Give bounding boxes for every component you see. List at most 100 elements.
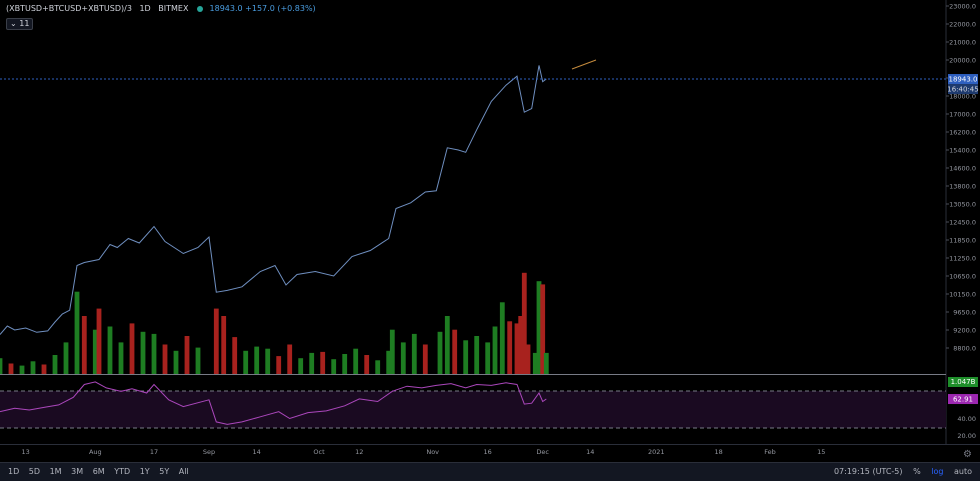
volume-bar bbox=[0, 358, 3, 374]
range-ytd-button[interactable]: YTD bbox=[114, 467, 131, 476]
volume-bar bbox=[444, 316, 450, 374]
log-toggle[interactable]: log bbox=[931, 467, 944, 476]
header-price: 18943.0 bbox=[209, 4, 243, 13]
volume-bar bbox=[400, 342, 406, 374]
range-1d-button[interactable]: 1D bbox=[8, 467, 20, 476]
price-scale-ticks: 23000.022000.021000.020000.019000.018000… bbox=[946, 3, 976, 353]
volume-bar bbox=[386, 350, 392, 374]
price-tick-label: 12450.0 bbox=[949, 219, 976, 227]
volume-bar bbox=[389, 329, 395, 374]
volume-bar bbox=[320, 351, 326, 374]
price-tick-label: 22000.0 bbox=[949, 21, 976, 29]
header-change: +157.0 (+0.83%) bbox=[245, 4, 316, 13]
volume-bar bbox=[107, 326, 113, 374]
volume-bar bbox=[353, 348, 359, 374]
time-axis-label: 16 bbox=[484, 448, 492, 456]
range-5d-button[interactable]: 5D bbox=[28, 467, 41, 476]
range-3m-button[interactable]: 3M bbox=[71, 467, 84, 476]
volume-bar bbox=[232, 337, 238, 374]
range-all-button[interactable]: All bbox=[178, 467, 189, 476]
price-tick-label: 15400.0 bbox=[949, 147, 976, 155]
price-tick-label: 11850.0 bbox=[949, 237, 976, 245]
rsi-line bbox=[0, 381, 547, 425]
time-axis-label: Feb bbox=[764, 448, 776, 456]
price-tick-label: 10650.0 bbox=[949, 273, 976, 281]
volume-bar bbox=[411, 333, 417, 374]
volume-bar bbox=[507, 321, 513, 374]
svg-text:62.91: 62.91 bbox=[953, 396, 973, 404]
range-5y-button[interactable]: 5Y bbox=[159, 467, 170, 476]
price-tick-label: 13050.0 bbox=[949, 201, 976, 209]
volume-bar bbox=[19, 365, 25, 374]
volume-bar bbox=[30, 361, 36, 374]
volume-bar bbox=[243, 350, 249, 374]
percent-toggle[interactable]: % bbox=[913, 467, 921, 476]
volume-bar bbox=[92, 329, 98, 374]
volume-bar bbox=[276, 356, 282, 374]
time-axis-label: 15 bbox=[817, 448, 825, 456]
auto-toggle[interactable]: auto bbox=[953, 467, 972, 476]
volume-bar bbox=[514, 323, 520, 374]
settings-gear-icon[interactable]: ⚙ bbox=[963, 449, 972, 460]
range-1y-button[interactable]: 1Y bbox=[139, 467, 150, 476]
bottom-toolbar: 1D 5D 1M 3M 6M YTD 1Y 5Y All 07:19:15 (U… bbox=[0, 462, 980, 481]
volume-bar bbox=[195, 347, 201, 374]
volume-bar bbox=[422, 344, 428, 374]
svg-text:18943.0: 18943.0 bbox=[949, 76, 978, 84]
date-range-buttons: 1D 5D 1M 3M 6M YTD 1Y 5Y All bbox=[8, 467, 196, 476]
volume-bar bbox=[437, 331, 443, 374]
volume-bar bbox=[287, 344, 293, 374]
time-axis-label: 2021 bbox=[648, 448, 665, 456]
volume-bar bbox=[118, 342, 124, 374]
volume-bar bbox=[518, 316, 524, 374]
volume-bar bbox=[342, 354, 348, 374]
price-tick-label: 9650.0 bbox=[953, 309, 976, 317]
volume-bar bbox=[221, 316, 227, 374]
volume-bar bbox=[265, 348, 271, 374]
symbol-name[interactable]: (XBTUSD+BTCUSD+XBTUSD)/3 bbox=[6, 4, 132, 13]
volume-bar bbox=[52, 355, 58, 374]
rsi-tick-label: 40.00 bbox=[957, 415, 976, 423]
svg-text:16:40:45: 16:40:45 bbox=[947, 86, 978, 94]
time-axis-label: Dec bbox=[536, 448, 549, 456]
volume-bar bbox=[162, 344, 168, 374]
market-status-icon bbox=[196, 5, 203, 12]
time-axis-label: 18 bbox=[715, 448, 723, 456]
price-tick-label: 9200.0 bbox=[953, 327, 976, 335]
volume-bar bbox=[521, 272, 527, 374]
volume-bar bbox=[331, 359, 337, 374]
volume-bars bbox=[0, 272, 549, 374]
price-tick-label: 11250.0 bbox=[949, 255, 976, 263]
rsi-value-badge: 62.91 bbox=[948, 394, 978, 405]
volume-bar bbox=[499, 302, 505, 374]
price-tick-label: 23000.0 bbox=[949, 3, 976, 11]
indicators-toggle-button[interactable]: ⌄ 11 bbox=[6, 18, 34, 30]
range-1m-button[interactable]: 1M bbox=[49, 467, 62, 476]
chart-canvas[interactable]: 23000.022000.021000.020000.019000.018000… bbox=[0, 0, 980, 462]
clock-time[interactable]: 07:19:15 (UTC-5) bbox=[833, 467, 903, 476]
time-axis-label: 12 bbox=[355, 448, 363, 456]
price-series-line bbox=[0, 65, 547, 335]
volume-bar bbox=[254, 346, 260, 374]
trend-line-drawing[interactable] bbox=[571, 59, 597, 70]
volume-bar bbox=[129, 323, 135, 374]
range-6m-button[interactable]: 6M bbox=[92, 467, 105, 476]
volume-bar bbox=[81, 316, 87, 374]
time-axis-label: Sep bbox=[203, 448, 215, 456]
indicator-count: 11 bbox=[19, 19, 30, 28]
time-axis-label: 14 bbox=[253, 448, 261, 456]
time-axis-label: Nov bbox=[426, 448, 439, 456]
volume-bar bbox=[540, 284, 546, 374]
time-axis-label: Oct bbox=[313, 448, 325, 456]
rsi-band bbox=[0, 391, 946, 428]
volume-bar bbox=[74, 291, 80, 374]
countdown-badge: 16:40:45 bbox=[947, 84, 979, 95]
volume-bar bbox=[309, 352, 315, 374]
volume-bar bbox=[536, 281, 542, 374]
volume-bar bbox=[525, 344, 531, 374]
price-tick-label: 13800.0 bbox=[949, 183, 976, 191]
chart-header: (XBTUSD+BTCUSD+XBTUSD)/3 1D BITMEX 18943… bbox=[6, 4, 316, 13]
time-axis-label: Aug bbox=[89, 448, 102, 456]
time-axis-label: 13 bbox=[22, 448, 30, 456]
interval-label[interactable]: 1D bbox=[139, 4, 151, 13]
